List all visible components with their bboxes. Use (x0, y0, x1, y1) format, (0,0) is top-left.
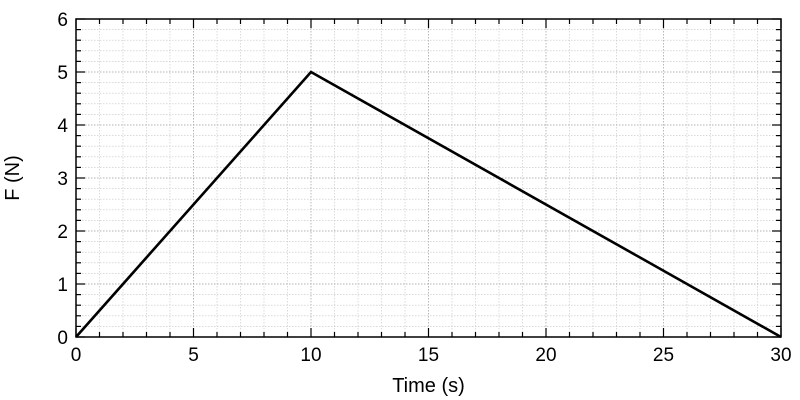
x-axis-label: Time (s) (392, 375, 465, 397)
y-tick-label: 2 (57, 222, 68, 243)
y-tick-label: 6 (57, 10, 68, 31)
x-tick-label: 10 (300, 345, 321, 366)
y-tick-labels: 0 1 2 3 4 5 6 (57, 10, 68, 349)
series-line (75, 70, 782, 339)
y-axis-label: F (N) (2, 155, 24, 201)
x-tick-label: 5 (188, 345, 199, 366)
x-tick-label: 0 (71, 345, 82, 366)
plot-frame (75, 18, 782, 338)
x-tick-label: 20 (535, 345, 556, 366)
grid (76, 19, 781, 337)
plot-area (75, 70, 782, 339)
y-tick-label: 0 (57, 328, 68, 349)
x-tick-labels: 0 5 10 15 20 25 30 (71, 345, 792, 366)
y-tick-label: 1 (57, 275, 68, 296)
x-tick-label: 25 (653, 345, 674, 366)
x-tick-label: 30 (770, 345, 791, 366)
y-tick-label: 5 (57, 63, 68, 84)
y-tick-label: 4 (57, 116, 68, 137)
y-tick-label: 3 (57, 169, 68, 190)
axis-ticks (75, 18, 782, 338)
x-tick-label: 15 (418, 345, 439, 366)
